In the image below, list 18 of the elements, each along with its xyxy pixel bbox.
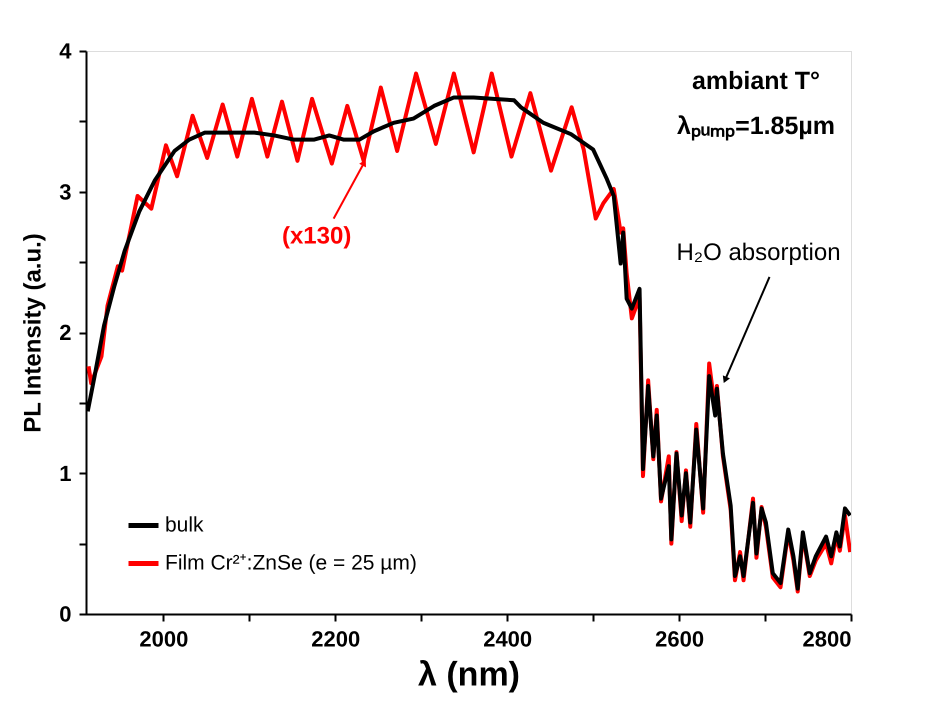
legend-label: bulk [165,514,204,536]
y-tick-label: 0 [59,602,72,626]
x-tick-label: 2000 [139,626,188,652]
y-tick-label: 2 [59,320,72,345]
annotation: (x130) [282,222,352,250]
annotation: ambiant T° [692,67,820,95]
x-tick-label: 2200 [311,626,360,652]
y-tick-label: 1 [59,460,72,486]
x-axis-title: λ (nm) [418,656,520,694]
annotation: λₚᵤₘₚ=1.85µm [677,112,835,141]
x-tick-label: 2800 [802,626,852,652]
x-tick-label: 2400 [483,626,532,652]
legend-label: Film Cr²⁺:ZnSe (e = 25 µm) [165,552,417,574]
y-axis-title: PL Intensity (a.u.) [19,233,46,433]
y-tick-label: 3 [59,179,72,204]
x-tick-label: 2600 [655,626,704,652]
y-tick-label: 4 [59,38,72,64]
annotation: H₂O absorption [676,238,841,266]
